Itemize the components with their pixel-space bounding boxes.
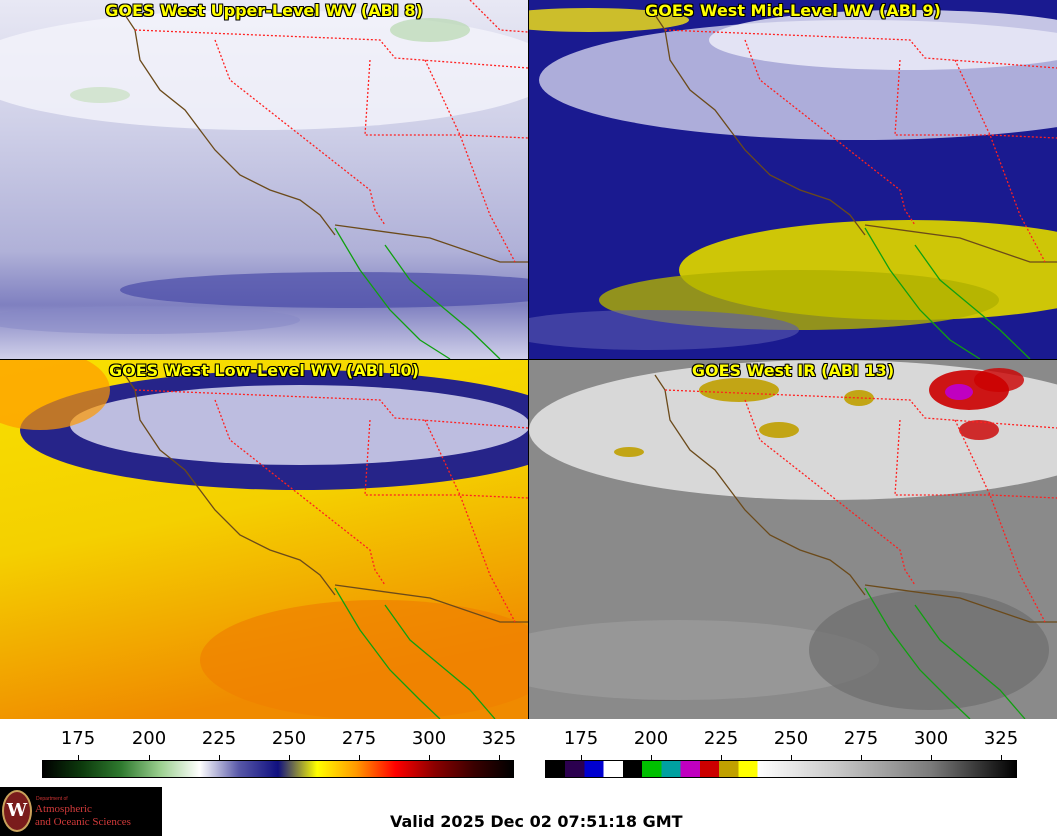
ir-tick-mark <box>581 755 582 761</box>
wv-tick-mark <box>78 755 79 761</box>
wv-tick-label: 175 <box>60 728 96 749</box>
mexico-coast-ir <box>864 587 1026 719</box>
coastline-low <box>124 374 528 623</box>
wv-tick-label: 275 <box>341 728 377 749</box>
ir-tick-mark <box>931 755 932 761</box>
mexico-coast-low <box>334 587 496 719</box>
mexico-coast-upper <box>334 227 501 360</box>
panel-low-level-wv: GOES West Low-Level WV (ABI 10) <box>0 360 528 719</box>
ir-tick-label: 175 <box>563 728 599 749</box>
logo-name-line1: Atmospheric <box>35 803 92 815</box>
wv-tick-label: 225 <box>201 728 237 749</box>
panel-title: GOES West Mid-Level WV (ABI 9) <box>645 1 941 20</box>
wv-tick-label: 300 <box>411 728 447 749</box>
wv-tick-mark <box>289 755 290 761</box>
ir-tick-mark <box>791 755 792 761</box>
wv-tick-label: 250 <box>271 728 307 749</box>
ir-tick-label: 250 <box>773 728 809 749</box>
panel-title: GOES West Upper-Level WV (ABI 8) <box>105 1 423 20</box>
ir-tick-label: 225 <box>703 728 739 749</box>
panel-divider-horizontal <box>0 359 1057 360</box>
logo-name-line2: and Oceanic Sciences <box>35 816 131 828</box>
wv-tick-mark <box>429 755 430 761</box>
ir-tick-label: 200 <box>633 728 669 749</box>
wv-tick-mark <box>499 755 500 761</box>
coastline-ir <box>654 374 1057 623</box>
ir-tick-mark <box>1001 755 1002 761</box>
state-borders-upper <box>134 0 529 263</box>
coastline-mid <box>654 14 1057 263</box>
mexico-coast-mid <box>864 227 1031 360</box>
ir-color-ramp <box>545 760 1017 778</box>
wv-tick-mark <box>149 755 150 761</box>
wv-tick-mark <box>359 755 360 761</box>
ir-tick-mark <box>721 755 722 761</box>
state-borders-mid <box>664 29 1057 263</box>
uw-seal-icon: W <box>2 790 32 832</box>
upper-level-wv-image <box>0 0 528 359</box>
aos-logo: W Department of Atmospheric and Oceanic … <box>0 787 162 836</box>
ir-tick-mark <box>861 755 862 761</box>
state-borders-ir <box>664 389 1057 623</box>
ir-tick-label: 325 <box>983 728 1019 749</box>
ir-tick-mark <box>651 755 652 761</box>
low-level-wv-image <box>0 360 528 719</box>
valid-time: Valid 2025 Dec 02 07:51:18 GMT <box>390 812 683 831</box>
coastline-upper <box>124 14 528 263</box>
wv-color-ramp <box>42 760 514 778</box>
map-overlay <box>124 0 1057 719</box>
ir-colorbar: 175 200 225 250 275 300 325 <box>545 724 1019 784</box>
state-borders-low <box>134 389 529 623</box>
wv-colorbar: 175 200 225 250 275 300 325 <box>42 724 517 784</box>
logo-dept: Department of <box>36 796 68 802</box>
wv-tick-label: 325 <box>481 728 517 749</box>
panel-title: GOES West Low-Level WV (ABI 10) <box>108 361 419 380</box>
ir-tick-label: 275 <box>843 728 879 749</box>
ir-tick-label: 300 <box>913 728 949 749</box>
wv-tick-label: 200 <box>131 728 167 749</box>
panel-title: GOES West IR (ABI 13) <box>691 361 895 380</box>
panel-upper-level-wv: GOES West Upper-Level WV (ABI 8) <box>0 0 528 359</box>
wv-tick-mark <box>219 755 220 761</box>
